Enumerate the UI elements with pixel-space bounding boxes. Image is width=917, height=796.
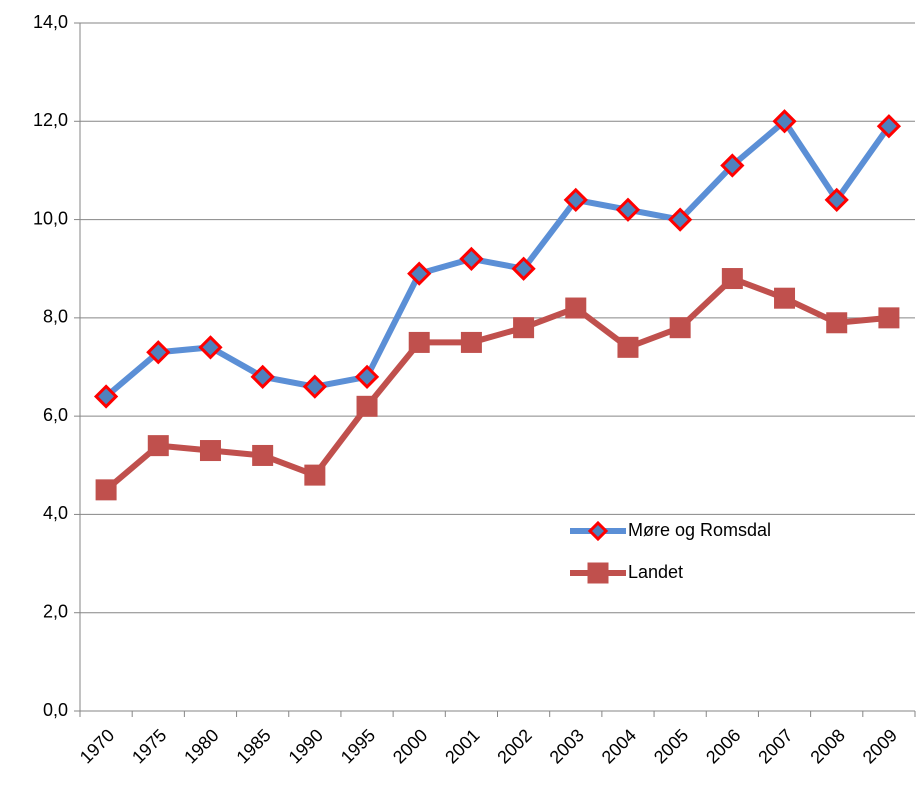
data-point (354, 364, 380, 389)
series-line (104, 118, 892, 399)
x-tick-label: 1990 (285, 725, 327, 767)
data-point (774, 287, 796, 309)
data-point (304, 464, 326, 486)
x-tick-label: 2003 (546, 725, 588, 767)
data-point (772, 109, 797, 134)
data-point (459, 246, 484, 272)
y-tick-label: 8,0 (43, 307, 68, 327)
x-tick-label: 1975 (128, 725, 170, 767)
x-tick-label: 2006 (702, 725, 744, 767)
data-point (720, 153, 745, 178)
data-point (721, 268, 743, 290)
data-point (146, 340, 171, 365)
data-point (565, 297, 587, 319)
x-tick-label: 1970 (76, 725, 118, 767)
legend-marker (587, 562, 609, 584)
data-point (511, 256, 536, 281)
data-point (408, 331, 430, 353)
data-point (93, 384, 119, 409)
y-tick-label: 14,0 (33, 12, 68, 32)
data-point (252, 444, 274, 466)
data-point (302, 374, 327, 399)
x-tick-label: 2005 (650, 725, 692, 767)
data-point (147, 435, 169, 457)
x-tick-label: 1995 (337, 725, 379, 767)
x-tick-label: 2004 (598, 725, 640, 767)
x-tick-label: 2009 (859, 725, 901, 767)
data-point (824, 187, 849, 213)
data-point (407, 261, 432, 286)
x-tick-label: 2008 (806, 725, 848, 767)
data-point (356, 395, 378, 417)
data-point (876, 114, 902, 139)
data-point (198, 335, 223, 360)
y-tick-label: 12,0 (33, 110, 68, 130)
x-tick-label: 2007 (754, 725, 796, 767)
data-point (878, 307, 900, 329)
series-line (104, 275, 890, 493)
data-point (460, 331, 482, 353)
y-tick-label: 2,0 (43, 601, 68, 621)
data-point (826, 312, 848, 334)
data-point (668, 207, 693, 232)
data-point (513, 317, 535, 339)
data-point (617, 336, 639, 358)
data-point (669, 317, 691, 339)
y-tick-label: 4,0 (43, 503, 68, 523)
legend-label: Landet (628, 562, 683, 582)
y-tick-label: 0,0 (43, 700, 68, 720)
x-tick-label: 2002 (493, 725, 535, 767)
legend-label: Møre og Romsdal (628, 520, 771, 540)
data-point (199, 440, 221, 462)
x-tick-label: 2000 (389, 725, 431, 767)
data-point (250, 364, 275, 389)
data-point (615, 197, 641, 222)
legend-marker (587, 520, 609, 542)
x-tick-label: 1985 (232, 725, 274, 767)
data-point (95, 479, 117, 501)
x-tick-label: 1980 (180, 725, 222, 767)
x-tick-label: 2001 (441, 725, 483, 767)
y-tick-label: 10,0 (33, 208, 68, 228)
data-point (563, 187, 588, 213)
y-tick-label: 6,0 (43, 405, 68, 425)
